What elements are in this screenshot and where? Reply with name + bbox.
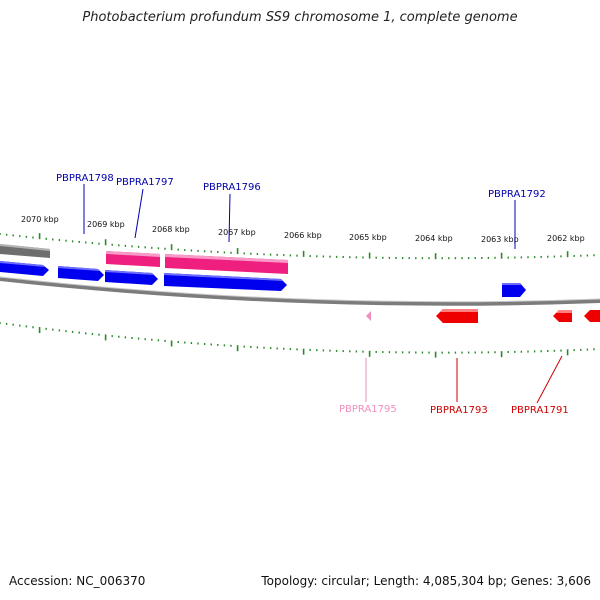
gene-label-pbpra1793[interactable]: PBPRA1793 [430, 405, 488, 416]
gene-label-pbpra1791[interactable]: PBPRA1791 [511, 405, 569, 416]
rna-feature-pbpra1795[interactable] [366, 311, 371, 321]
scale-label: 2070 kbp [21, 215, 59, 224]
arrow-highlight [440, 309, 478, 312]
upper-scale-track [0, 233, 595, 260]
scale-label: 2069 kbp [87, 220, 125, 229]
scale-label: 2066 kbp [284, 231, 322, 240]
rna-feature-highlight [165, 254, 288, 263]
label-leader [536, 355, 563, 404]
scale-label: 2068 kbp [152, 225, 190, 234]
chromosome-backbone [0, 277, 600, 306]
arrow-highlight [0, 261, 45, 267]
lower-scale-track [0, 322, 595, 358]
rna-feature-highlight [106, 251, 160, 257]
arrow-highlight [556, 310, 572, 313]
arrow-highlight [105, 270, 154, 275]
label-leader [134, 188, 144, 239]
scale-label: 2064 kbp [415, 234, 453, 243]
label-leader [228, 193, 231, 243]
scale-label: 2063 kbp [481, 235, 519, 244]
accession-text: Accession: NC_006370 [9, 574, 146, 588]
arrow-highlight [502, 283, 522, 285]
gene-label-pbpra1796[interactable]: PBPRA1796 [203, 182, 261, 193]
genome-summary-text: Topology: circular; Length: 4,085,304 bp… [261, 574, 591, 588]
arrow-highlight [58, 266, 100, 271]
scale-label: 2065 kbp [349, 233, 387, 242]
forward-gene-pbpra1796[interactable] [164, 273, 287, 291]
gene-label-pbpra1797[interactable]: PBPRA1797 [116, 177, 174, 188]
reverse-gene-pbpra1793[interactable] [436, 309, 478, 323]
gene-label-pbpra1792[interactable]: PBPRA1792 [488, 189, 546, 200]
gene-label-pbpra1795[interactable]: PBPRA1795 [339, 404, 397, 415]
map-title: Photobacterium profundum SS9 chromosome … [82, 10, 518, 25]
arrow-highlight [164, 273, 283, 281]
forward-gene-pbpra1792[interactable] [502, 283, 526, 297]
scale-label: 2067 kbp [218, 228, 256, 237]
chromosome-backbone-highlight [0, 276, 600, 303]
gene-block[interactable] [0, 244, 50, 258]
gene-block-highlight [0, 244, 50, 251]
reverse-gene-arrow[interactable] [584, 310, 600, 322]
scale-label: 2062 kbp [547, 234, 585, 243]
gene-label-pbpra1798[interactable]: PBPRA1798 [56, 173, 114, 184]
